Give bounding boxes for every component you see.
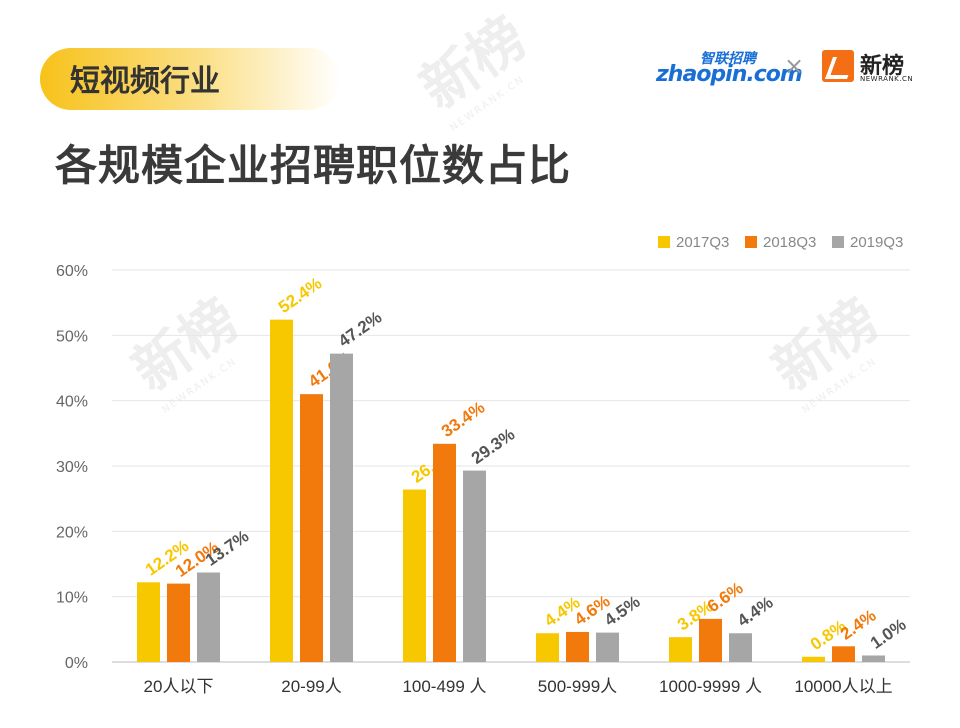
zhaopin-logo: zhaopin.com [656,62,803,87]
bar [729,633,752,662]
x-tick-label: 20人以下 [144,677,214,696]
bar [669,637,692,662]
data-label: 47.2% [335,308,385,351]
zhaopin-logo-cn: 智联招聘 [700,51,756,67]
bar [300,394,323,662]
bar [536,633,559,662]
newrank-logo-url: NEWRANK.CN [860,75,914,83]
x-tick-label: 20-99人 [281,677,341,696]
data-label: 33.4% [438,398,488,441]
legend-swatch [832,236,844,248]
y-tick-label: 30% [56,459,88,476]
bar [463,470,486,662]
bar [596,632,619,662]
y-tick-label: 40% [56,394,88,411]
y-tick-label: 50% [56,328,88,345]
bar [197,572,220,662]
legend-swatch [658,236,670,248]
x-tick-label: 10000人以上 [794,677,892,696]
data-label: 29.3% [468,425,518,468]
legend-swatch [745,236,757,248]
legend-label: 2017Q3 [676,234,729,251]
bar [270,319,293,662]
times-icon: × [784,52,805,80]
y-tick-label: 60% [56,263,88,280]
y-tick-label: 10% [56,590,88,607]
bar [862,655,885,662]
x-tick-label: 500-999人 [538,677,617,696]
bar [802,656,825,662]
bar [403,489,426,662]
legend-label: 2018Q3 [763,234,816,251]
data-label: 4.4% [734,593,777,631]
industry-tag: 短视频行业 [70,64,220,99]
x-tick-label: 1000-9999 人 [659,677,762,696]
bar [330,353,353,662]
bar [137,582,160,662]
data-label: 4.5% [601,592,644,630]
bar [167,583,190,662]
data-label: 52.4% [275,274,325,317]
bar [699,618,722,662]
partner-logos: 智联招聘 zhaopin.com × 新榜 NEWRANK.CN [656,48,916,92]
y-tick-label: 0% [65,655,88,672]
bar [566,631,589,662]
data-label: 13.7% [202,527,252,570]
bar [433,443,456,662]
newrank-logo-name: 新榜 [860,54,905,79]
x-tick-label: 100-499 人 [402,677,486,696]
legend-label: 2019Q3 [850,234,903,251]
chart-title: 各规模企业招聘职位数占比 [55,141,572,190]
industry-tag-pill [40,48,340,110]
y-tick-label: 20% [56,524,88,541]
bar [832,646,855,662]
newrank-logo-icon [822,50,854,82]
